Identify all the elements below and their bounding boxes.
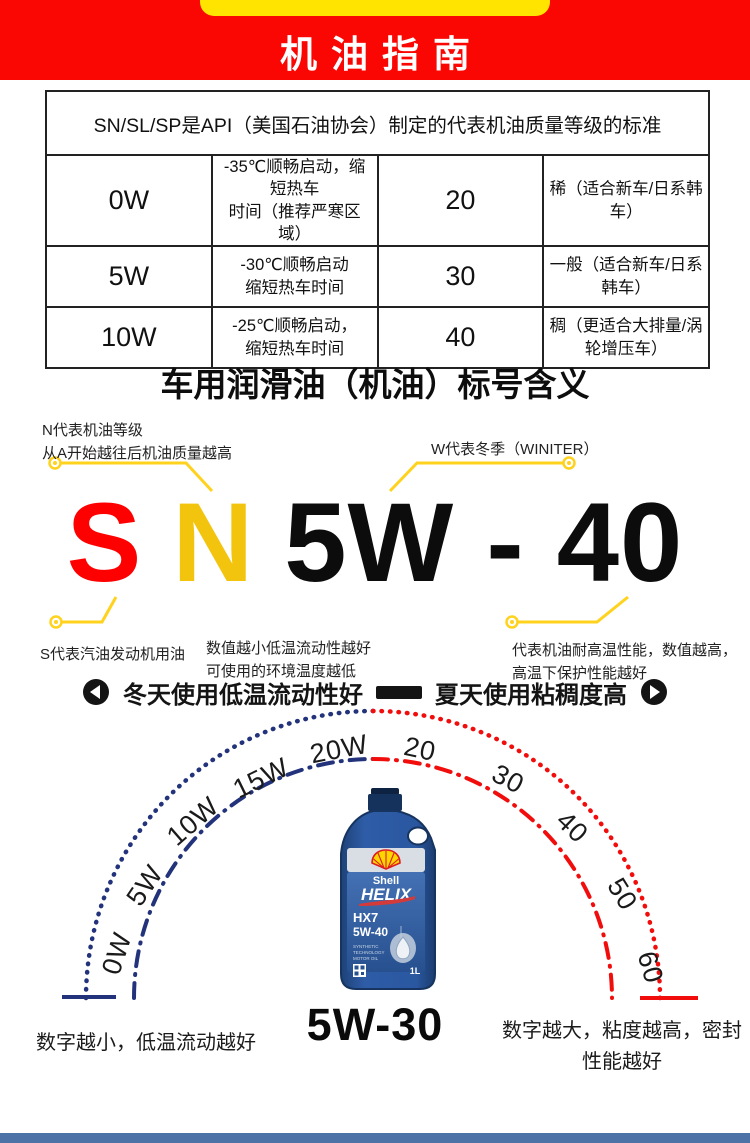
cell-winter-grade: 10W xyxy=(45,306,213,370)
bottle-handle xyxy=(407,826,429,846)
callout-dot xyxy=(49,615,63,629)
bottle-model-text: HX7 xyxy=(353,910,378,925)
cell-summer-grade: 20 xyxy=(376,153,545,248)
summer-legend-label: 夏天使用粘稠度高 xyxy=(435,681,627,709)
cell-summer-desc: 一般（适合新车/日系韩车） xyxy=(542,245,710,309)
bottle-cap xyxy=(368,794,402,811)
oil-bottle-illustration: Shell HELIX HX7 5W-40 SYNTHETIC TECHNOLO… xyxy=(340,788,436,990)
callout-dot xyxy=(567,461,571,465)
bottle-subtext: MOTOR OIL xyxy=(353,956,379,961)
callout-dot xyxy=(54,620,58,624)
bottle-grade-text: 5W-40 xyxy=(353,925,388,939)
cell-winter-grade: 5W xyxy=(45,245,213,309)
qr-code xyxy=(353,964,366,977)
droplet-icon xyxy=(395,936,411,960)
gauge-label-30: 30 xyxy=(487,758,530,800)
callout-high-label: 代表机油耐高温性能，数值越高， 高温下保护性能越好 xyxy=(512,642,738,682)
gauge-label-5w: 5W xyxy=(120,859,170,912)
grade-n-letter: N xyxy=(172,480,255,605)
table-header-row: SN/SL/SP是API（美国石油协会）制定的代表机油质量等级的标准 xyxy=(45,90,710,156)
footer-bar xyxy=(0,1133,750,1143)
bottle-subtext: TECHNOLOGY xyxy=(353,950,385,955)
winter-legend-label: 冬天使用低温流动性好 xyxy=(123,681,363,709)
callout-s-label: S代表汽油发动机用油 xyxy=(40,646,186,663)
bottle-subtext: SYNTHETIC xyxy=(353,944,379,949)
section-title: 车用润滑油（机油）标号含义 xyxy=(160,366,590,403)
header-tab xyxy=(200,0,550,16)
gauge-label-50: 50 xyxy=(601,872,644,916)
table-header: SN/SL/SP是API（美国石油协会）制定的代表机油质量等级的标准 xyxy=(45,90,710,156)
shell-logo-icon xyxy=(371,849,401,870)
bottle-brand-text: Shell xyxy=(373,875,399,887)
cell-winter-desc: -25℃顺畅启动， 缩短热车时间 xyxy=(210,306,379,370)
table-row: 0W -35℃顺畅启动，缩短热车 时间（推荐严寒区域） 20 稀（适合新车/日系… xyxy=(45,153,710,248)
gauge-label-0w: 0W xyxy=(95,928,138,979)
legend-row: 冬天使用低温流动性好 夏天使用粘稠度高 xyxy=(0,676,750,709)
callout-low-label: 数值越小低温流动性越好 可使用的环境温度越低 xyxy=(206,640,372,680)
gauge-label-15w: 15W xyxy=(228,751,294,805)
gauge-label-20w: 20W xyxy=(307,728,371,770)
cell-summer-desc: 稀（适合新车/日系韩车） xyxy=(542,153,710,248)
callout-w-label: W代表冬季（WINITER） xyxy=(431,441,599,458)
page-title: 机油指南 xyxy=(280,34,484,75)
callout-dot xyxy=(510,620,514,624)
cell-summer-desc: 稠（更适合大排量/涡轮增压车） xyxy=(542,306,710,370)
table-row: 5W -30℃顺畅启动 缩短热车时间 30 一般（适合新车/日系韩车） xyxy=(45,245,710,309)
label-swoosh xyxy=(359,896,415,906)
cell-summer-grade: 40 xyxy=(376,306,545,370)
divider-bar xyxy=(376,685,422,699)
cell-winter-grade: 0W xyxy=(45,153,213,248)
oil-grade-code: S N 5W - 40 xyxy=(0,484,750,608)
cell-winter-desc: -30℃顺畅启动 缩短热车时间 xyxy=(210,245,379,309)
callout-n-label: N代表机油等级 从A开始越往后机油质量越高 xyxy=(42,422,233,462)
gauge-label-40: 40 xyxy=(550,805,595,850)
grade-viscosity: 5W - 40 xyxy=(284,480,684,605)
grade-s-letter: S xyxy=(66,480,143,605)
bottle-volume-text: 1L xyxy=(410,966,421,976)
bottle-cap xyxy=(371,788,399,795)
gauge-left-note: 数字越小，低温流动越好 xyxy=(36,1032,256,1054)
cell-winter-desc: -35℃顺畅启动，缩短热车 时间（推荐严寒区域） xyxy=(210,153,379,248)
table-row: 10W -25℃顺畅启动， 缩短热车时间 40 稠（更适合大排量/涡轮增压车） xyxy=(45,306,710,370)
cell-summer-grade: 30 xyxy=(376,245,545,309)
spec-table: SN/SL/SP是API（美国石油协会）制定的代表机油质量等级的标准 0W -3… xyxy=(45,90,710,370)
gauge-right-note: 数字越大，粘度越高，密封 性能越好 xyxy=(502,1020,742,1073)
gauge-label-10w: 10W xyxy=(161,790,225,852)
arrow-left-icon xyxy=(83,679,109,705)
arrow-right-icon xyxy=(641,679,667,705)
gauge-center-label: 5W-30 xyxy=(306,999,444,1050)
gauge-label-60: 60 xyxy=(631,947,670,987)
callout-dot xyxy=(505,615,519,629)
gauge-label-20: 20 xyxy=(401,731,439,768)
